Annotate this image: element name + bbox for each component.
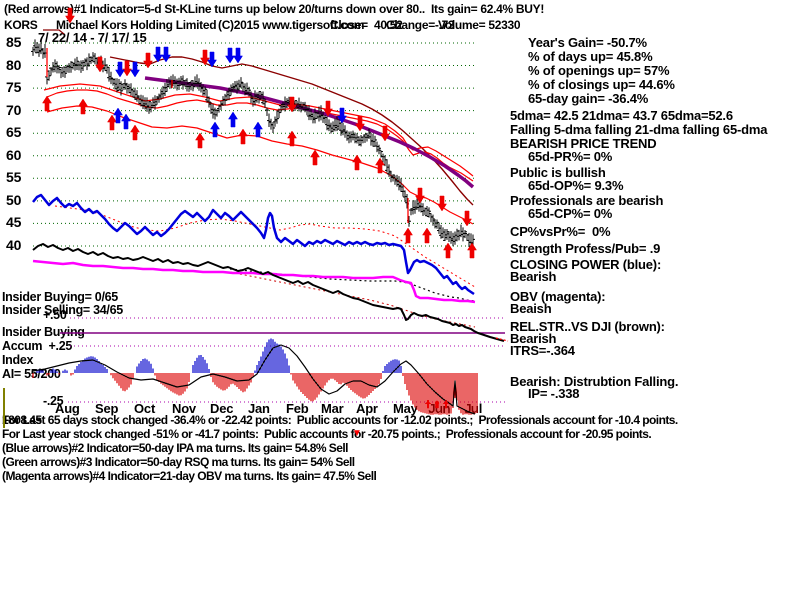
price-tick-label: 45 <box>6 214 22 231</box>
stat-line: 5dma= 42.5 21dma= 43.7 65dma=52.6 <box>510 108 733 123</box>
price-tick-label: 50 <box>6 191 22 208</box>
down-marker-glyph: ▼ <box>352 428 362 439</box>
stat-line: CLOSING POWER (blue): <box>510 257 662 272</box>
stat-line: BEARISH PRICE TREND <box>510 136 657 151</box>
stat-line: Professionals are bearish <box>510 193 664 208</box>
stat-line: 65d-OP%= 9.3% <box>528 178 624 193</box>
plus-50-tick-label: +.50 <box>43 308 67 322</box>
price-tick-label: 70 <box>6 101 22 118</box>
stat-line: 65d-CP%= 0% <box>528 206 613 221</box>
close-value: Close= 40.52 <box>330 18 403 32</box>
footer-line: For Last 65 days stock changed -36.4% or… <box>2 413 678 427</box>
stat-line: Year's Gain= -50.7% <box>528 35 647 50</box>
stat-line: Public is bullish <box>510 165 606 180</box>
accum-index-label-line1: Insider Buying <box>2 325 85 339</box>
stat-line: Beaish <box>510 301 552 316</box>
date-range-label: 7/ 22/ 14 - 7/ 17/ 15 <box>38 30 147 45</box>
stat-line: OBV (magenta): <box>510 289 606 304</box>
stat-line: CP%vsPr%= 0% <box>510 224 611 239</box>
copyright-label: (C)2015 www.tigersoft.com <box>218 18 365 32</box>
volume-value: Volume= 52330 <box>438 18 521 32</box>
stat-line: % of closings up= 44.6% <box>528 77 675 92</box>
indicator-headline: (Red arrows)#1 Indicator=5-d St-KLine tu… <box>4 2 545 16</box>
stat-line: Strength Profess/Pub= .9 <box>510 241 661 256</box>
stat-line: REL.STR..VS DJI (brown): <box>510 319 665 334</box>
price-tick-label: 40 <box>6 236 22 253</box>
stat-line: Falling 5-dma falling 21-dma falling 65-… <box>510 122 768 137</box>
price-tick-label: 85 <box>6 34 22 50</box>
stat-line: Bearish: Distrubtion Falling. <box>510 374 679 389</box>
ticker-symbol: KORS <box>4 18 38 32</box>
price-tick-label: 65 <box>6 124 22 141</box>
stat-line: % of days up= 45.8% <box>528 49 653 64</box>
stat-line: ITRS=-.364 <box>510 343 575 358</box>
footer-line: (Blue arrows)#2 Indicator=50-day IPA ma … <box>2 441 349 455</box>
footer-line: (Magenta arrows)#4 Indicator=21-day OBV … <box>2 469 377 483</box>
accum-index-label-line3: Index <box>2 353 34 367</box>
price-tick-label: 60 <box>6 146 22 163</box>
stat-line: Bearish <box>510 269 557 284</box>
footer-line: (Green arrows)#3 Indicator=50-day RSQ ma… <box>2 455 355 469</box>
price-tick-label: 75 <box>6 79 22 96</box>
stat-line: 65d-PR%= 0% <box>528 149 613 164</box>
accum-index-label-line2: Accum +.25 <box>2 339 73 353</box>
minus-25-tick-label: -.25 <box>43 394 64 408</box>
change-value: Change=-.73 <box>386 18 455 32</box>
stat-line: 65-day gain= -36.4% <box>528 91 649 106</box>
footer-line: For Last year stock changed -51% or -41.… <box>2 427 652 441</box>
overprint-artifact: 1808.45 <box>2 413 42 427</box>
ai-value-label: AI= 55/200 <box>2 367 61 381</box>
stat-line: Bearish <box>510 331 557 346</box>
stat-line: IP= -.338 <box>528 386 580 401</box>
stat-line: % of openings up= 57% <box>528 63 670 78</box>
price-tick-label: 80 <box>6 56 22 73</box>
company-name: Michael Kors Holding Limited <box>56 18 217 32</box>
price-tick-label: 55 <box>6 169 22 186</box>
